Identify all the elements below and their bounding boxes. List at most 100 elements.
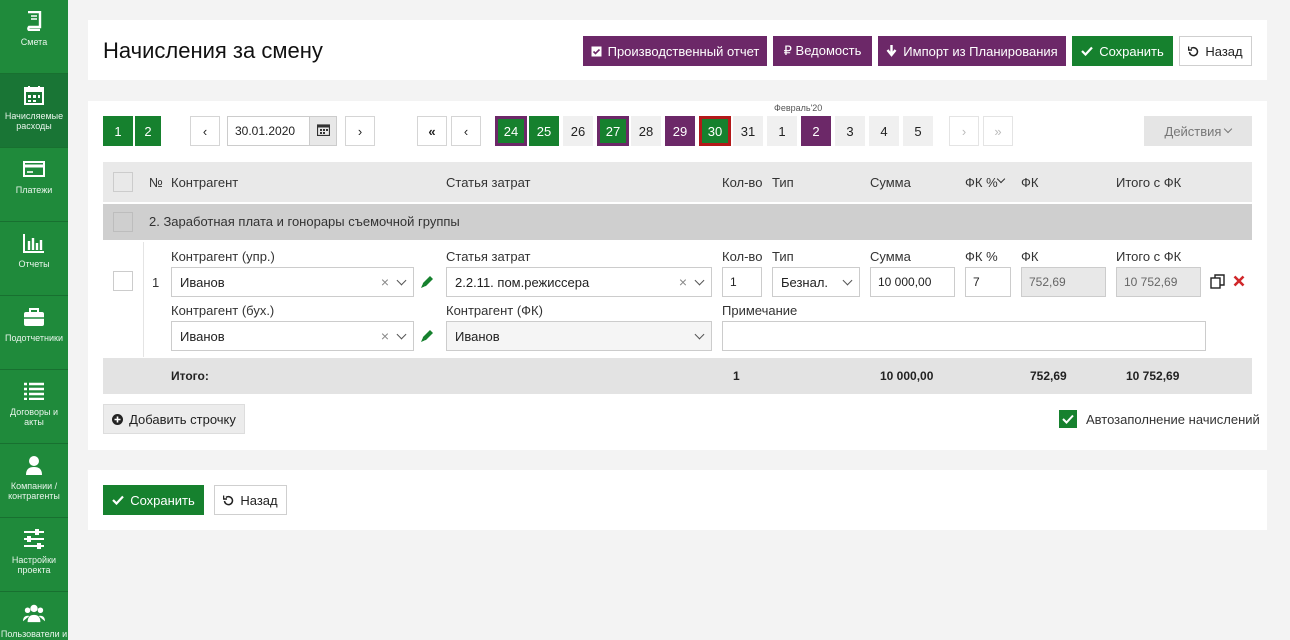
cost-item-select[interactable]: 2.2.11. пом.режиссера × (446, 267, 712, 297)
col-qty: Кол-во (722, 175, 763, 190)
prev-page-button[interactable]: ‹ (451, 116, 481, 146)
col-type: Тип (772, 175, 794, 190)
day-button-30-selected[interactable]: 30 (699, 116, 731, 146)
col-counterparty: Контрагент (171, 175, 239, 190)
totals-row: Итого: 1 10 000,00 752,69 10 752,69 (103, 358, 1252, 394)
save-button-bottom[interactable]: Сохранить (103, 485, 204, 515)
sidebar-item-reports[interactable]: Отчеты (0, 222, 68, 296)
list-icon (23, 380, 45, 402)
day-button-27[interactable]: 27 (597, 116, 629, 146)
arrow-down-icon (886, 45, 897, 57)
group-checkbox[interactable] (113, 212, 133, 232)
save-button-top[interactable]: Сохранить (1072, 36, 1173, 66)
cost-item-label: Статья затрат (446, 249, 531, 264)
sidebar-item-label: Начисляемые расходы (4, 111, 64, 131)
sidebar-item-users[interactable]: Пользователи и (0, 592, 68, 640)
counterparty-mgmt-value: Иванов (180, 274, 225, 290)
first-page-button[interactable]: « (417, 116, 447, 146)
add-row-label: Добавить строчку (129, 411, 236, 427)
sidebar-item-contracts[interactable]: Договоры и акты (0, 370, 68, 444)
users-icon (23, 602, 45, 624)
pencil-icon[interactable] (420, 329, 434, 343)
pencil-icon[interactable] (420, 275, 434, 289)
double-chevron-left-icon: « (428, 123, 436, 139)
col-fk-pct[interactable]: ФК % (965, 175, 998, 190)
day-button-feb-4[interactable]: 4 (869, 116, 899, 146)
type-label: Тип (772, 249, 794, 264)
autofill-checkbox[interactable] (1059, 410, 1077, 428)
clear-icon[interactable]: × (380, 274, 389, 290)
day-button-29[interactable]: 29 (665, 116, 695, 146)
briefcase-icon (23, 306, 45, 328)
back-button-top[interactable]: Назад (1179, 36, 1252, 66)
day-button-25[interactable]: 25 (529, 116, 559, 146)
day-button-24[interactable]: 24 (495, 116, 527, 146)
production-report-label: Производственный отчет (607, 43, 760, 59)
checkbox-icon (591, 46, 602, 57)
sum-input[interactable]: 10 000,00 (870, 267, 955, 297)
type-select[interactable]: Безнал. (772, 267, 860, 297)
sidebar-item-payments[interactable]: Платежи (0, 148, 68, 222)
import-planning-button[interactable]: Импорт из Планирования (878, 36, 1066, 66)
next-date-button[interactable]: › (345, 116, 375, 146)
page-button-2[interactable]: 2 (135, 116, 161, 146)
group-title: 2. Заработная плата и гонорары съемочной… (149, 214, 460, 229)
production-report-button[interactable]: Производственный отчет (583, 36, 767, 66)
sidebar-item-label: Договоры и акты (10, 407, 58, 427)
sidebar-item-accrued-expenses[interactable]: Начисляемые расходы (0, 74, 68, 148)
chevron-down-icon (1224, 124, 1233, 134)
day-button-feb-5[interactable]: 5 (903, 116, 933, 146)
type-value: Безнал. (781, 274, 829, 290)
note-input[interactable] (722, 321, 1206, 351)
total-fk-label: Итого с ФК (1116, 249, 1182, 264)
clear-icon[interactable]: × (678, 274, 687, 290)
row-checkbox[interactable] (113, 271, 133, 291)
counterparty-fk-label: Контрагент (ФК) (446, 303, 543, 318)
totals-label: Итого: (171, 369, 209, 383)
day-button-feb-2[interactable]: 2 (801, 116, 831, 146)
chevron-down-icon (694, 275, 705, 286)
statement-button[interactable]: ₽ Ведомость (773, 36, 872, 66)
chevron-down-icon (396, 275, 407, 286)
day-button-26[interactable]: 26 (563, 116, 593, 146)
group-row: 2. Заработная плата и гонорары съемочной… (103, 204, 1252, 240)
add-row-button[interactable]: Добавить строчку (103, 404, 245, 434)
select-all-checkbox[interactable] (113, 172, 133, 192)
last-page-button[interactable]: » (983, 116, 1013, 146)
qty-input[interactable]: 1 (722, 267, 762, 297)
counterparty-fk-select[interactable]: Иванов (446, 321, 712, 351)
chevron-down-icon[interactable] (996, 174, 1006, 184)
day-button-31[interactable]: 31 (733, 116, 763, 146)
counterparty-mgmt-select[interactable]: Иванов × (171, 267, 414, 297)
chevron-down-icon (694, 329, 705, 340)
prev-date-button[interactable]: ‹ (190, 116, 220, 146)
fk-pct-input[interactable]: 7 (965, 267, 1011, 297)
autofill-label: Автозаполнение начислений (1086, 412, 1260, 427)
date-input[interactable]: 30.01.2020 (227, 116, 310, 146)
delete-icon[interactable] (1233, 275, 1245, 290)
day-button-feb-3[interactable]: 3 (835, 116, 865, 146)
total-fk-readonly: 10 752,69 (1116, 267, 1201, 297)
back-button-bottom[interactable]: Назад (214, 485, 287, 515)
page-button-1[interactable]: 1 (103, 116, 133, 146)
col-cost-item: Статья затрат (446, 175, 531, 190)
sidebar-item-project-settings[interactable]: Настройки проекта (0, 518, 68, 592)
check-icon (1081, 46, 1093, 56)
calendar-button[interactable] (309, 116, 337, 146)
sidebar-item-estimate[interactable]: Смета (0, 0, 68, 74)
qty-label: Кол-во (722, 249, 763, 264)
sidebar-item-label: Отчеты (18, 259, 50, 269)
actions-dropdown[interactable]: Действия (1144, 116, 1252, 146)
sidebar-item-accountables[interactable]: Подотчетники (0, 296, 68, 370)
day-button-feb-1[interactable]: 1 (767, 116, 797, 146)
clear-icon[interactable]: × (380, 328, 389, 344)
sidebar-item-label: Подотчетники (5, 333, 63, 343)
sidebar-item-companies[interactable]: Компании / контрагенты (0, 444, 68, 518)
day-button-28[interactable]: 28 (631, 116, 661, 146)
next-page-button[interactable]: › (949, 116, 979, 146)
counterparty-acc-select[interactable]: Иванов × (171, 321, 414, 351)
back-label: Назад (240, 492, 278, 508)
page-title: Начисления за смену (103, 38, 323, 63)
copy-icon[interactable] (1210, 274, 1225, 292)
chevron-right-icon: › (357, 123, 363, 139)
